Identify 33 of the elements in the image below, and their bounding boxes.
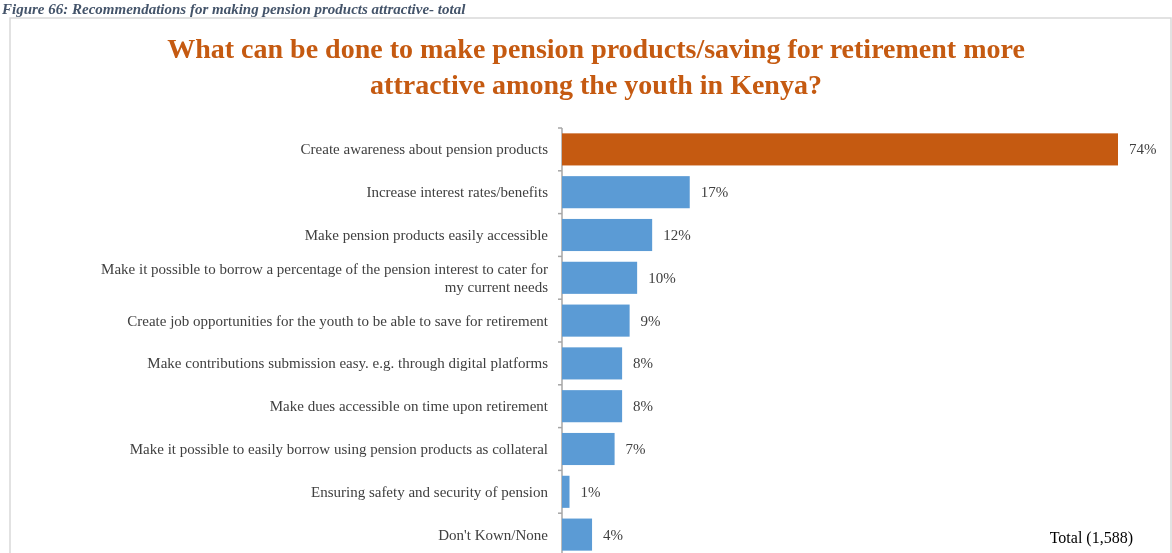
data-label: 10% bbox=[648, 269, 676, 286]
data-label: 12% bbox=[663, 227, 691, 243]
bar bbox=[562, 518, 593, 551]
data-label: 8% bbox=[633, 355, 654, 372]
bar bbox=[562, 176, 690, 209]
data-label: 8% bbox=[633, 398, 654, 415]
bar bbox=[562, 390, 623, 423]
y-tick-label: Don't Kown/None bbox=[438, 526, 549, 543]
chart-title: What can be done to make pension products/saving for retirement more attractive among the youth in Kenya? bbox=[167, 33, 1025, 100]
bar bbox=[562, 304, 630, 337]
y-tick-label: Make contributions submission easy. e.g. through digital platforms bbox=[147, 355, 549, 372]
data-label: 17% bbox=[700, 184, 729, 201]
y-tick-label: Increase interest rates/benefits bbox=[366, 184, 549, 201]
data-label: 1% bbox=[580, 483, 601, 500]
y-tick-label: Create job opportunities for the youth to be able to save for retirement bbox=[127, 312, 549, 329]
bar bbox=[562, 133, 1118, 166]
data-label: 7% bbox=[625, 441, 646, 457]
bar bbox=[562, 218, 653, 252]
data-label: 9% bbox=[640, 312, 661, 329]
bar bbox=[562, 347, 623, 380]
annotation: Total (1,588) bbox=[1049, 529, 1133, 547]
bar bbox=[562, 475, 570, 508]
y-tick-label: Make pension products easily accessible bbox=[304, 227, 549, 243]
bar bbox=[562, 261, 638, 294]
bar bbox=[562, 432, 615, 466]
y-tick-label: Make it possible to borrow a percentage of the pension interest to cater for my current needs bbox=[101, 260, 549, 295]
y-tick-label: Make it possible to easily borrow using pension products as collateral bbox=[129, 441, 548, 457]
caption: Figure 66: Recommendations for making pension products attractive- total bbox=[1, 1, 467, 17]
y-tick-label: Ensuring safety and security of pension bbox=[310, 483, 549, 500]
data-label: 74% bbox=[1129, 141, 1157, 158]
y-tick-label: Make dues accessible on time upon retirement bbox=[269, 398, 549, 415]
y-tick-label: Create awareness about pension products bbox=[300, 141, 549, 158]
data-label: 4% bbox=[603, 526, 624, 543]
